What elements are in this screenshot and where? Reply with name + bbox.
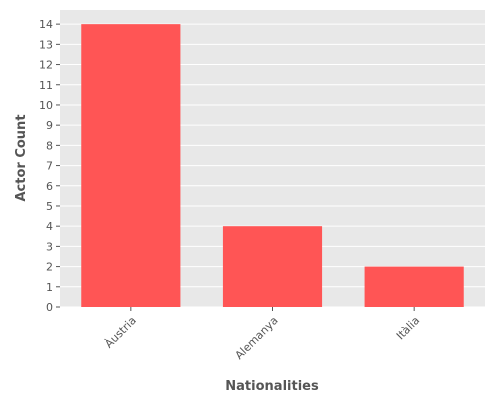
x-tick-label: Alemanya xyxy=(233,314,281,362)
y-tick-label: 9 xyxy=(46,119,53,132)
y-tick-label: 10 xyxy=(39,99,53,112)
y-tick-label: 0 xyxy=(46,301,53,314)
y-tick-label: 6 xyxy=(46,180,53,193)
x-tick-label: Itàlia xyxy=(394,314,422,342)
y-tick-label: 5 xyxy=(46,200,53,213)
y-tick-label: 2 xyxy=(46,261,53,274)
x-tick-label: Àustria xyxy=(102,314,139,351)
bar xyxy=(364,266,464,307)
y-tick-label: 1 xyxy=(46,281,53,294)
bars-group xyxy=(81,24,464,308)
y-tick-label: 3 xyxy=(46,240,53,253)
y-tick-label: 4 xyxy=(46,220,53,233)
x-axis-ticks: Àustria Alemanya Itàlia xyxy=(102,307,422,362)
y-tick-label: 8 xyxy=(46,139,53,152)
bar xyxy=(81,24,181,308)
y-tick-label: 12 xyxy=(39,59,53,72)
x-axis-title: Nationalities xyxy=(225,379,319,394)
y-axis-title: Actor Count xyxy=(14,114,29,201)
y-tick-label: 13 xyxy=(39,38,53,51)
y-tick-label: 11 xyxy=(39,79,53,92)
y-tick-label: 14 xyxy=(39,18,53,31)
y-tick-label: 7 xyxy=(46,160,53,173)
bar xyxy=(222,226,323,307)
